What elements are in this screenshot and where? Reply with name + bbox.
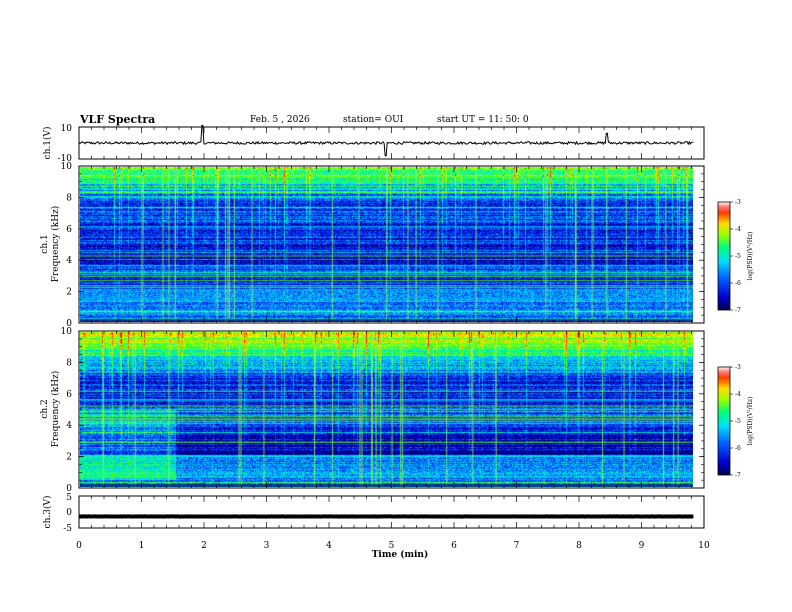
ch2-colorbar-gradient	[717, 366, 731, 476]
ch2-spectrogram-ylabel-channel: ch.2	[40, 399, 50, 418]
time-tick-label: 2	[201, 541, 207, 551]
ch1-colorbar: -3 -4 -5 -6 -7 log(PSD)(V²/Hz)	[717, 199, 754, 314]
ch3-ytick-max: 5	[66, 493, 72, 503]
ch1-spectrogram-panel: ch.1 Frequency (kHz) 10 8 6 4 2 0	[40, 162, 705, 329]
time-axis-label: Time (min)	[372, 549, 429, 560]
time-tick-label: 5	[389, 541, 395, 551]
ch3-ytick-zero: 0	[66, 508, 72, 518]
freq-tick-label: 0	[66, 484, 72, 494]
date-label: Feb. 5 , 2026	[250, 115, 310, 125]
ch3-ytick-min: -5	[63, 524, 72, 534]
freq-tick-label: 2	[66, 288, 72, 298]
freq-tick-label: 4	[66, 421, 72, 431]
colorbar-tick-label: -7	[735, 472, 741, 479]
ch2-colorbar-label: log(PSD)(V²/Hz)	[747, 397, 754, 446]
ch1-spectrogram-ylabel-channel: ch.1	[40, 234, 50, 253]
ch1-colorbar-label: log(PSD)(V²/Hz)	[747, 232, 754, 281]
ch3-waveform-ylabel: ch.3(V)	[42, 496, 53, 529]
ch1-spectrogram-image	[80, 167, 693, 322]
colorbar-tick-label: -5	[735, 418, 741, 425]
time-tick-label: 3	[264, 541, 270, 551]
ch1-spectrogram-yticks: 10 8 6 4 2 0	[61, 162, 704, 329]
ch2-spectrogram-image	[80, 332, 693, 487]
freq-tick-label: 6	[66, 225, 72, 235]
colorbar-tick-label: -5	[735, 253, 741, 260]
time-tick-label: 9	[639, 541, 645, 551]
colorbar-tick-label: -6	[735, 280, 741, 287]
ch1-waveform-trace	[78, 124, 694, 157]
ch1-spectrogram-ylabel-freq: Frequency (kHz)	[50, 206, 61, 283]
colorbar-tick-label: -4	[735, 226, 741, 233]
time-tick-label: 8	[576, 541, 582, 551]
station-label: station= OUI	[343, 115, 404, 125]
ch1-ytick-min: -10	[58, 154, 73, 164]
colorbar-tick-label: -3	[735, 199, 741, 206]
figure-title: VLF Spectra	[79, 113, 155, 126]
time-tick-label: 0	[76, 541, 82, 551]
time-tick-label: 10	[698, 541, 710, 551]
time-tick-label: 1	[139, 541, 145, 551]
time-tick-label: 7	[514, 541, 520, 551]
freq-tick-label: 4	[66, 256, 72, 266]
freq-tick-label: 8	[66, 358, 72, 368]
ch2-colorbar-ticks: -3 -4 -5 -6 -7	[730, 364, 741, 479]
freq-tick-label: 6	[66, 390, 72, 400]
ch2-spectrogram-yticks: 10 8 6 4 2 0	[61, 327, 704, 494]
time-tick-label: 4	[326, 541, 332, 551]
freq-tick-label: 8	[66, 193, 72, 203]
ch1-waveform-ylabel: ch.1(V)	[42, 127, 53, 160]
freq-tick-label: 10	[61, 327, 73, 337]
freq-tick-label: 2	[66, 453, 72, 463]
freq-tick-label: 10	[61, 162, 73, 172]
ch1-ytick-max: 10	[61, 124, 73, 134]
colorbar-tick-label: -4	[735, 391, 741, 398]
start-time-label: start UT = 11: 50: 0	[437, 115, 529, 125]
ch2-colorbar: -3 -4 -5 -6 -7 log(PSD)(V²/Hz)	[717, 364, 754, 479]
ch1-colorbar-gradient	[717, 201, 731, 311]
time-axis-ticks	[78, 127, 705, 528]
colorbar-tick-label: -6	[735, 445, 741, 452]
colorbar-tick-label: -3	[735, 364, 741, 371]
colorbar-tick-label: -7	[735, 307, 741, 314]
ch1-colorbar-ticks: -3 -4 -5 -6 -7	[730, 199, 741, 314]
time-tick-label: 6	[451, 541, 457, 551]
ch2-spectrogram-panel: ch.2 Frequency (kHz) 10 8 6 4 2 0	[40, 327, 705, 494]
time-axis-tick-labels: 0 1 2 3 4 5 6 7 8 9 10	[76, 541, 710, 551]
ch2-spectrogram-ylabel-freq: Frequency (kHz)	[50, 371, 61, 448]
freq-tick-label: 0	[66, 319, 72, 329]
